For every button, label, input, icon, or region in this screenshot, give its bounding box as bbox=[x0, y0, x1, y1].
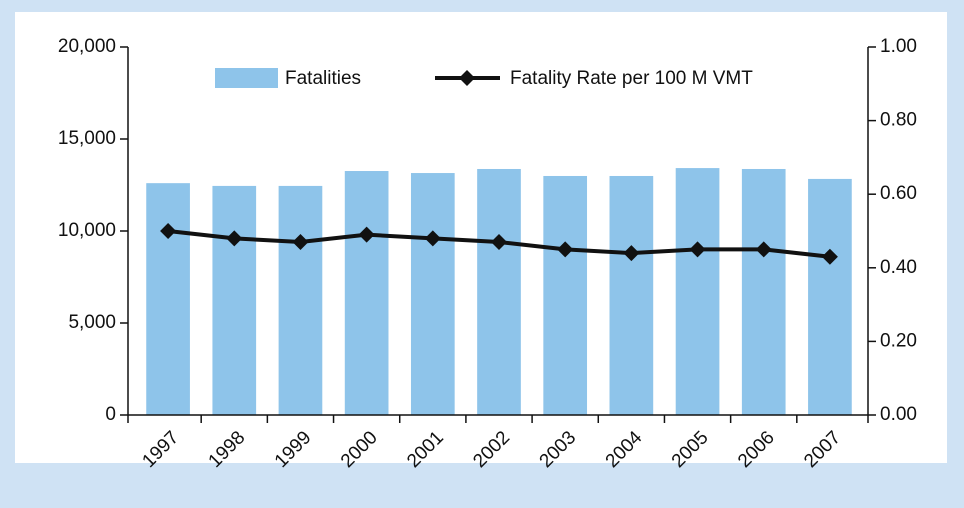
bar bbox=[410, 173, 455, 415]
line-marker bbox=[491, 234, 507, 251]
bar bbox=[344, 171, 389, 415]
line-marker bbox=[821, 248, 838, 265]
bar bbox=[609, 175, 654, 415]
y-tick-label: 10,000 bbox=[58, 220, 116, 241]
line-marker bbox=[755, 241, 772, 258]
bar bbox=[543, 175, 588, 415]
line-marker bbox=[424, 230, 441, 247]
y2-tick-label: 0.00 bbox=[880, 404, 917, 425]
legend-marker bbox=[459, 70, 475, 86]
y-tick-label: 20,000 bbox=[58, 36, 116, 57]
y-tick-label: 0 bbox=[105, 404, 116, 425]
line-marker bbox=[623, 245, 640, 262]
line-marker bbox=[160, 223, 177, 239]
line-marker bbox=[358, 226, 375, 243]
y2-tick-label: 0.80 bbox=[880, 110, 917, 131]
bar bbox=[212, 185, 257, 415]
line-marker bbox=[292, 234, 309, 251]
line-marker bbox=[689, 241, 706, 258]
y2-tick-label: 0.40 bbox=[880, 257, 917, 278]
bar bbox=[477, 168, 521, 415]
bar bbox=[675, 168, 720, 415]
y2-tick-label: 1.00 bbox=[880, 36, 917, 57]
legend-label: Fatality Rate per 100 M VMT bbox=[510, 68, 753, 89]
bar bbox=[808, 178, 852, 415]
bar bbox=[741, 168, 786, 415]
bar bbox=[146, 183, 190, 415]
y-tick-label: 5,000 bbox=[68, 312, 116, 333]
line-marker bbox=[557, 241, 574, 258]
bar bbox=[278, 185, 323, 415]
y2-tick-label: 0.20 bbox=[880, 330, 917, 351]
legend-swatch bbox=[215, 68, 278, 88]
legend-label: Fatalities bbox=[285, 68, 361, 89]
y-tick-label: 15,000 bbox=[58, 128, 116, 149]
line-marker bbox=[226, 230, 243, 247]
y2-tick-label: 0.60 bbox=[880, 183, 917, 204]
